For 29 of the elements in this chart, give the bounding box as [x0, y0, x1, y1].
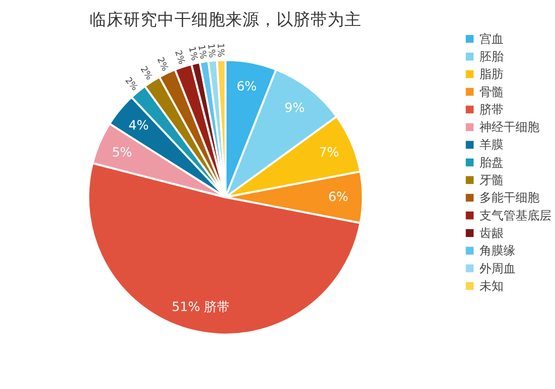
legend-label: 羊膜 [479, 138, 504, 152]
legend-label: 胎盘 [479, 155, 504, 170]
legend-label: 骨髓 [479, 84, 504, 99]
legend-label: 支气管基底层 [479, 208, 552, 222]
data-label: 1% [186, 46, 199, 62]
data-label: 9% [284, 101, 305, 116]
legend-label: 脐带 [479, 102, 504, 116]
data-label: 4% [128, 118, 149, 134]
data-label: 2% [122, 76, 140, 93]
chart-title: 临床研究中干细胞来源，以脐带为主 [90, 10, 362, 30]
legend-label: 未知 [479, 278, 504, 293]
data-label: 5% [112, 145, 132, 160]
legend-label: 胚胎 [479, 49, 504, 64]
data-label: 6% [236, 79, 257, 94]
data-label: 2% [172, 49, 186, 66]
data-label: 51% 脐带 [172, 300, 230, 316]
data-label: 2% [138, 64, 154, 82]
legend-label: 角膜缘 [479, 244, 516, 258]
legend-label: 宫血 [479, 32, 504, 46]
legend-label: 齿龈 [479, 226, 504, 240]
legend-label: 神经干细胞 [479, 120, 540, 134]
data-label: 6% [328, 190, 348, 206]
legend-label: 外周血 [479, 261, 516, 276]
data-label: 7% [318, 145, 340, 160]
legend-label: 脂肪 [479, 67, 504, 82]
data-label: 1% [214, 43, 226, 58]
data-label: 2% [154, 56, 170, 73]
legend-label: 牙髓 [479, 173, 504, 188]
legend-label: 多能干细胞 [479, 190, 540, 205]
